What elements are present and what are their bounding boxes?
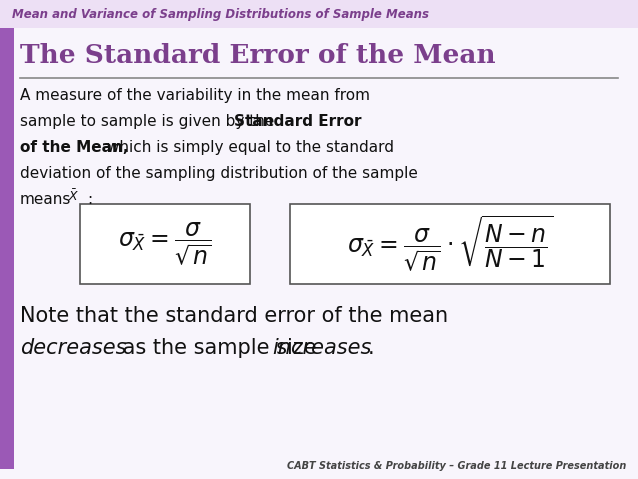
Text: Mean and Variance of Sampling Distributions of Sample Means: Mean and Variance of Sampling Distributi… — [12, 8, 429, 21]
Text: A measure of the variability in the mean from: A measure of the variability in the mean… — [20, 88, 370, 103]
Text: $\sigma_{\bar{X}} = \dfrac{\sigma}{\sqrt{n}}$: $\sigma_{\bar{X}} = \dfrac{\sigma}{\sqrt… — [118, 220, 212, 268]
Text: decreases: decreases — [20, 338, 126, 358]
Bar — [0, 0, 638, 28]
Bar — [0, 28, 14, 469]
Bar — [80, 204, 250, 284]
Bar — [290, 204, 610, 284]
Text: means: means — [20, 192, 71, 207]
Text: sample to sample is given by the: sample to sample is given by the — [20, 114, 279, 129]
Text: Note that the standard error of the mean: Note that the standard error of the mean — [20, 306, 448, 326]
Text: $\sigma_{\bar{X}} = \dfrac{\sigma}{\sqrt{n}} \cdot \sqrt{\dfrac{N-n}{N-1}}$: $\sigma_{\bar{X}} = \dfrac{\sigma}{\sqrt… — [346, 214, 553, 274]
Text: which is simply equal to the standard: which is simply equal to the standard — [102, 140, 394, 155]
Text: CABT Statistics & Probability – Grade 11 Lecture Presentation: CABT Statistics & Probability – Grade 11… — [286, 461, 626, 471]
Text: Standard Error: Standard Error — [234, 114, 362, 129]
Text: $\bar{X}$: $\bar{X}$ — [68, 188, 79, 204]
Text: .: . — [368, 338, 375, 358]
Text: as the sample size: as the sample size — [116, 338, 323, 358]
Text: of the Mean,: of the Mean, — [20, 140, 128, 155]
Text: :: : — [87, 192, 92, 207]
Text: deviation of the sampling distribution of the sample: deviation of the sampling distribution o… — [20, 166, 418, 181]
Text: The Standard Error of the Mean: The Standard Error of the Mean — [20, 43, 496, 68]
Text: increases: increases — [272, 338, 371, 358]
